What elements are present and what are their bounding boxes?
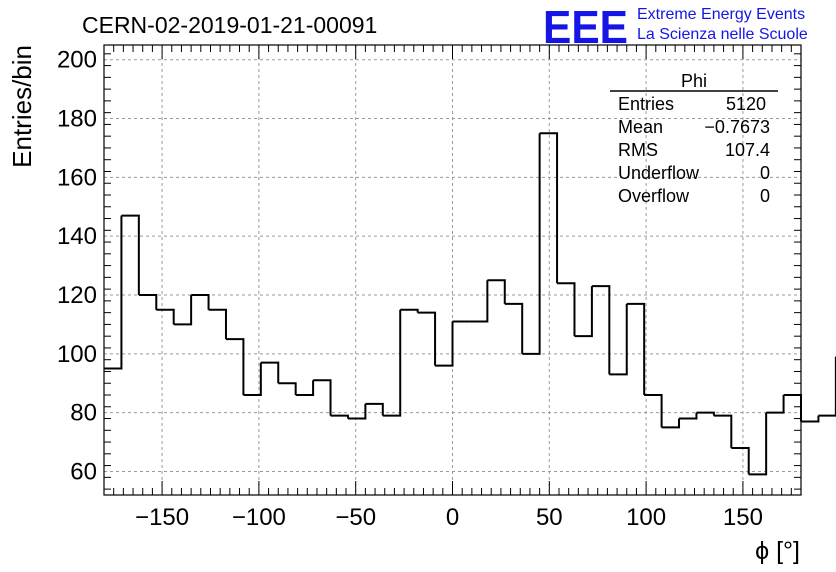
stats-label-rms: RMS	[618, 140, 658, 160]
grid-lines	[104, 45, 801, 495]
histogram-bin	[522, 133, 541, 355]
histogram-bin	[417, 311, 437, 366]
histogram-bin	[731, 446, 750, 475]
histogram-bin	[208, 308, 227, 340]
histogram-bin	[713, 414, 733, 448]
y-tick-label: 160	[57, 164, 97, 191]
histogram-bin	[191, 294, 210, 310]
histogram-bin	[173, 295, 193, 326]
eee-logo: EEE	[543, 1, 628, 53]
stats-label-overflow: Overflow	[618, 186, 690, 206]
histogram-bin	[748, 412, 768, 476]
x-tick-label: 50	[536, 504, 563, 531]
stats-label-entries: Entries	[618, 94, 674, 114]
histogram-bin	[661, 418, 681, 429]
histogram-bin	[225, 338, 245, 395]
stats-box-title: Phi	[681, 71, 707, 91]
histogram-bin	[365, 402, 384, 416]
stats-value-overflow: 0	[760, 186, 770, 206]
stats-label-underflow: Underflow	[618, 163, 700, 183]
histogram-bin	[626, 302, 646, 395]
histogram-bin	[400, 308, 419, 313]
x-tick-label: −50	[335, 504, 376, 531]
histogram-bin	[104, 215, 123, 370]
y-tick-label: 200	[57, 47, 97, 74]
histogram-bin	[783, 394, 802, 422]
histogram-bin	[504, 302, 524, 354]
histogram-bin	[644, 394, 663, 428]
axes: −150 −100 −50 0 50 100 150 60 80 100 120 140 160 180 2…	[57, 45, 801, 531]
histogram-bin	[539, 132, 559, 284]
x-tick-label: −100	[232, 504, 286, 531]
histogram-bin	[278, 382, 297, 395]
stats-value-entries: 5120	[726, 94, 766, 114]
x-tick-label: 100	[626, 504, 666, 531]
histogram-bin	[435, 321, 454, 367]
stats-value-rms: 107.4	[725, 140, 770, 160]
stats-label-mean: Mean	[618, 117, 663, 137]
histogram-bin	[801, 415, 820, 423]
x-tick-label: 150	[723, 504, 763, 531]
histogram-bin	[347, 403, 367, 420]
x-axis-label: ϕ [°]	[755, 537, 800, 565]
histogram-bin	[557, 282, 576, 337]
histogram-bin	[313, 379, 332, 416]
histogram-bin	[121, 214, 140, 295]
histogram-bin	[156, 308, 175, 325]
logo-subtitle-2: La Scienza nelle Scuole	[637, 26, 808, 43]
logo-subtitle-1: Extreme Energy Events	[637, 6, 805, 23]
stats-value-underflow: 0	[760, 163, 770, 183]
y-tick-label: 60	[70, 458, 97, 485]
stats-value-mean: −0.7673	[704, 117, 770, 137]
x-tick-label: 0	[446, 504, 459, 531]
histogram-bin	[818, 356, 836, 417]
y-tick-label: 140	[57, 223, 97, 250]
histogram-bin	[766, 395, 785, 414]
histogram-bin	[382, 309, 402, 417]
histogram-bin	[138, 294, 158, 310]
histogram-bin	[487, 279, 506, 304]
y-axis-label: Entries/bin	[7, 45, 37, 168]
histogram-bin	[609, 303, 628, 376]
x-tick-label: −150	[135, 504, 189, 531]
histogram-bin	[574, 286, 593, 338]
y-tick-label: 100	[57, 341, 97, 368]
histogram-bin	[330, 414, 349, 419]
histogram-bars	[104, 132, 836, 476]
stats-box: Phi Entries 5120 Mean −0.7673 RMS 107.4 …	[610, 71, 778, 206]
histogram-bin	[243, 362, 262, 396]
chart-title: CERN-02-2019-01-21-00091	[82, 12, 377, 38]
plot-frame	[103, 44, 802, 496]
y-tick-label: 180	[57, 106, 97, 133]
histogram-bin	[295, 380, 315, 396]
y-tick-label: 120	[57, 282, 97, 309]
y-tick-label: 80	[70, 400, 97, 427]
histogram-bin	[591, 285, 611, 375]
histogram-bin	[679, 412, 698, 420]
histogram-bin	[260, 361, 280, 384]
histogram-bin	[469, 280, 489, 323]
histogram-bin	[696, 411, 715, 416]
